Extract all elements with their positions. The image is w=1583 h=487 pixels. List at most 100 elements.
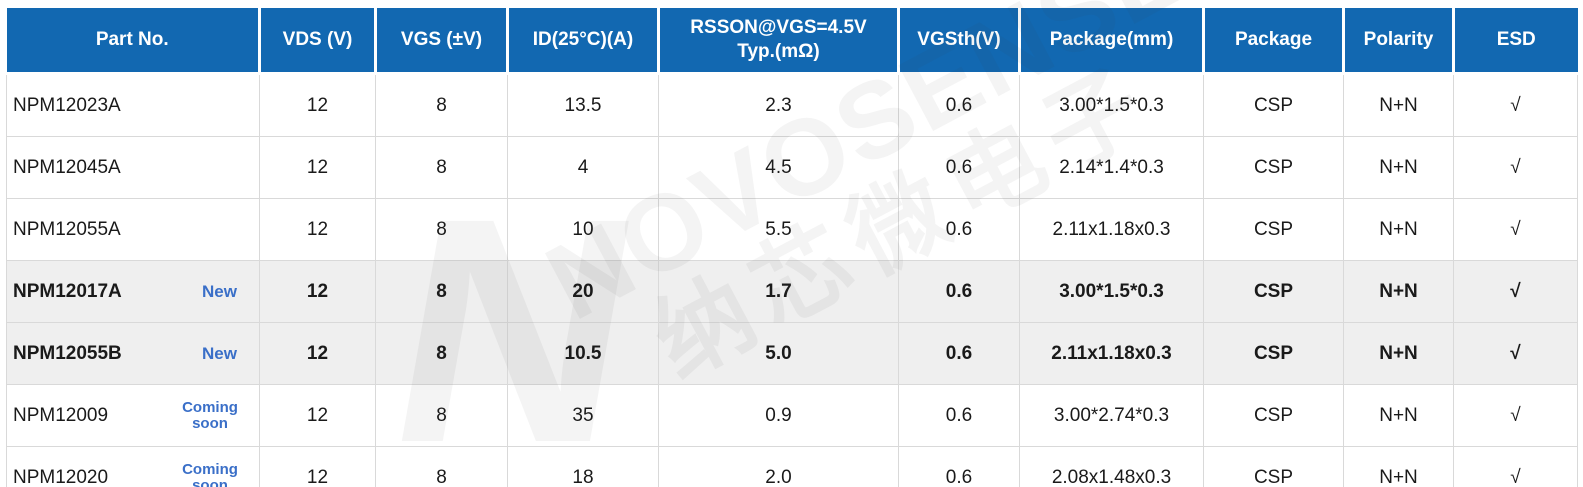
- cell-package: CSP: [1203, 446, 1344, 487]
- part-number: NPM12020: [13, 466, 109, 487]
- cell-part-no: NPM12055B New: [6, 322, 260, 385]
- table-header: Part No. VDS (V) VGS (±V) ID(25°C)(A) RS…: [6, 8, 1578, 75]
- cell-esd: √: [1453, 322, 1578, 385]
- cell-polarity: N+N: [1343, 73, 1454, 137]
- cell-part-no: NPM12017A New: [6, 260, 260, 323]
- table-row: NPM12009 Coming soon 12 8 35 0.9 0.6 3.0…: [6, 384, 1578, 447]
- cell-vds: 12: [259, 322, 376, 385]
- cell-package-mm: 2.08x1.48x0.3: [1019, 446, 1204, 487]
- cell-vgsth: 0.6: [898, 446, 1020, 487]
- cell-vgs: 8: [375, 446, 508, 487]
- cell-esd: √: [1453, 198, 1578, 261]
- table-row: NPM12055A 12 8 10 5.5 0.6 2.11x1.18x0.3 …: [6, 198, 1578, 261]
- table-row: NPM12023A 12 8 13.5 2.3 0.6 3.00*1.5*0.3…: [6, 73, 1578, 137]
- cell-vds: 12: [259, 136, 376, 199]
- cell-package: CSP: [1203, 198, 1344, 261]
- product-spec-table: Part No. VDS (V) VGS (±V) ID(25°C)(A) RS…: [6, 8, 1578, 487]
- table-row: NPM12020 Coming soon 12 8 18 2.0 0.6 2.0…: [6, 446, 1578, 487]
- cell-vgsth: 0.6: [898, 198, 1020, 261]
- cell-esd: √: [1453, 384, 1578, 447]
- cell-package: CSP: [1203, 73, 1344, 137]
- cell-package-mm: 3.00*2.74*0.3: [1019, 384, 1204, 447]
- status-badge: New: [202, 343, 237, 363]
- col-header-id: ID(25°C)(A): [507, 8, 660, 75]
- cell-vgsth: 0.6: [898, 73, 1020, 137]
- col-header-rsson: RSSON@VGS=4.5V Typ.(mΩ): [658, 8, 900, 75]
- cell-package-mm: 2.14*1.4*0.3: [1019, 136, 1204, 199]
- cell-rsson: 1.7: [658, 260, 899, 323]
- cell-vgs: 8: [375, 260, 508, 323]
- cell-polarity: N+N: [1343, 384, 1454, 447]
- cell-package-mm: 3.00*1.5*0.3: [1019, 73, 1204, 137]
- cell-package-mm: 2.11x1.18x0.3: [1019, 322, 1204, 385]
- cell-polarity: N+N: [1343, 136, 1454, 199]
- status-badge: Coming soon: [182, 398, 238, 432]
- cell-package: CSP: [1203, 322, 1344, 385]
- cell-id: 10: [507, 198, 659, 261]
- cell-rsson: 0.9: [658, 384, 899, 447]
- cell-rsson: 2.3: [658, 73, 899, 137]
- cell-vgs: 8: [375, 136, 508, 199]
- cell-vgsth: 0.6: [898, 384, 1020, 447]
- table-row: NPM12017A New 12 8 20 1.7 0.6 3.00*1.5*0…: [6, 260, 1578, 323]
- cell-polarity: N+N: [1343, 260, 1454, 323]
- cell-vgs: 8: [375, 384, 508, 447]
- cell-package-mm: 2.11x1.18x0.3: [1019, 198, 1204, 261]
- cell-package: CSP: [1203, 384, 1344, 447]
- cell-part-no: NPM12009 Coming soon: [6, 384, 260, 447]
- part-number: NPM12045A: [13, 156, 121, 178]
- cell-vgsth: 0.6: [898, 260, 1020, 323]
- cell-part-no: NPM12020 Coming soon: [6, 446, 260, 487]
- table-row: NPM12055B New 12 8 10.5 5.0 0.6 2.11x1.1…: [6, 322, 1578, 385]
- cell-part-no: NPM12055A: [6, 198, 260, 261]
- cell-esd: √: [1453, 136, 1578, 199]
- cell-package: CSP: [1203, 136, 1344, 199]
- status-badge: Coming soon: [182, 460, 238, 487]
- cell-vds: 12: [259, 73, 376, 137]
- cell-esd: √: [1453, 73, 1578, 137]
- cell-vds: 12: [259, 446, 376, 487]
- col-header-part-no: Part No.: [6, 8, 261, 75]
- table-row: NPM12045A 12 8 4 4.5 0.6 2.14*1.4*0.3 CS…: [6, 136, 1578, 199]
- cell-id: 35: [507, 384, 659, 447]
- cell-vgsth: 0.6: [898, 136, 1020, 199]
- cell-id: 4: [507, 136, 659, 199]
- part-number: NPM12017A: [13, 280, 122, 302]
- cell-package-mm: 3.00*1.5*0.3: [1019, 260, 1204, 323]
- cell-vds: 12: [259, 260, 376, 323]
- part-number: NPM12009: [13, 404, 109, 426]
- col-header-package: Package: [1203, 8, 1345, 75]
- col-header-vgsth: VGSth(V): [898, 8, 1021, 75]
- col-header-vds: VDS (V): [259, 8, 377, 75]
- col-header-polarity: Polarity: [1343, 8, 1455, 75]
- cell-vgs: 8: [375, 73, 508, 137]
- col-header-vgs: VGS (±V): [375, 8, 509, 75]
- cell-polarity: N+N: [1343, 322, 1454, 385]
- cell-vgs: 8: [375, 322, 508, 385]
- part-number: NPM12055B: [13, 342, 122, 364]
- cell-vds: 12: [259, 198, 376, 261]
- col-header-esd: ESD: [1453, 8, 1578, 75]
- cell-id: 18: [507, 446, 659, 487]
- cell-rsson: 5.0: [658, 322, 899, 385]
- cell-part-no: NPM12023A: [6, 73, 260, 137]
- part-number: NPM12023A: [13, 94, 121, 116]
- col-header-package-mm: Package(mm): [1019, 8, 1205, 75]
- cell-id: 13.5: [507, 73, 659, 137]
- status-badge: New: [202, 281, 237, 301]
- cell-polarity: N+N: [1343, 198, 1454, 261]
- cell-rsson: 4.5: [658, 136, 899, 199]
- cell-vgsth: 0.6: [898, 322, 1020, 385]
- cell-rsson: 5.5: [658, 198, 899, 261]
- cell-rsson: 2.0: [658, 446, 899, 487]
- part-number: NPM12055A: [13, 218, 121, 240]
- cell-vds: 12: [259, 384, 376, 447]
- cell-esd: √: [1453, 260, 1578, 323]
- cell-part-no: NPM12045A: [6, 136, 260, 199]
- cell-id: 10.5: [507, 322, 659, 385]
- cell-vgs: 8: [375, 198, 508, 261]
- cell-esd: √: [1453, 446, 1578, 487]
- table-body: NPM12023A 12 8 13.5 2.3 0.6 3.00*1.5*0.3…: [6, 73, 1578, 487]
- cell-polarity: N+N: [1343, 446, 1454, 487]
